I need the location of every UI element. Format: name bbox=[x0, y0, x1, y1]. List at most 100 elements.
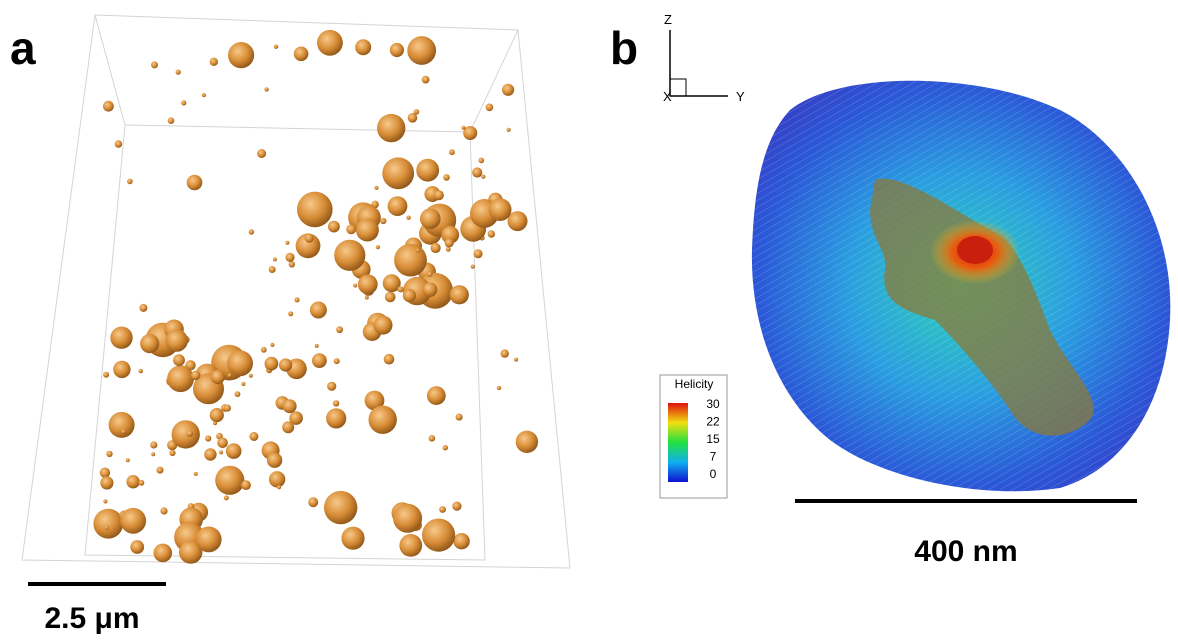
particle bbox=[201, 93, 206, 98]
particle bbox=[496, 385, 502, 391]
colorbar-title: Helicity bbox=[675, 377, 714, 391]
particle bbox=[209, 57, 218, 66]
particle bbox=[384, 291, 396, 303]
particle bbox=[241, 381, 246, 387]
colorbar: Helicity 30 22 15 7 0 bbox=[659, 374, 728, 499]
particle bbox=[514, 357, 519, 362]
axis-triad bbox=[669, 30, 728, 97]
particle bbox=[114, 140, 123, 148]
particle bbox=[153, 543, 173, 563]
particle bbox=[139, 303, 148, 312]
particle bbox=[473, 249, 483, 259]
particle bbox=[113, 360, 131, 379]
particle bbox=[371, 200, 379, 209]
particle bbox=[422, 282, 438, 297]
particle bbox=[156, 466, 164, 474]
particle bbox=[394, 243, 427, 277]
particle bbox=[223, 495, 229, 501]
particle bbox=[481, 174, 486, 179]
particle bbox=[402, 288, 416, 303]
particle bbox=[308, 497, 319, 508]
particle bbox=[110, 326, 133, 349]
particle bbox=[268, 266, 276, 273]
particle bbox=[272, 257, 277, 262]
particle bbox=[125, 458, 130, 463]
particle bbox=[289, 411, 303, 425]
particle bbox=[332, 400, 340, 407]
axis-label: X bbox=[663, 89, 672, 104]
particle bbox=[314, 343, 319, 348]
particle bbox=[103, 100, 114, 112]
particle bbox=[317, 29, 343, 56]
particle bbox=[151, 452, 156, 457]
particle bbox=[502, 83, 515, 96]
particle bbox=[426, 386, 446, 405]
particle bbox=[227, 373, 232, 378]
particle bbox=[377, 113, 406, 143]
panel-label: a bbox=[10, 22, 36, 74]
particle bbox=[433, 190, 444, 201]
particle bbox=[215, 465, 245, 495]
particle bbox=[515, 430, 539, 453]
particle bbox=[228, 42, 255, 69]
particle bbox=[285, 240, 290, 245]
panel-label: b bbox=[610, 22, 638, 74]
particle bbox=[333, 358, 340, 365]
particle bbox=[297, 191, 333, 228]
particle bbox=[127, 178, 133, 185]
particle bbox=[223, 404, 231, 412]
scale-label: 400 nm bbox=[914, 535, 1017, 568]
particle bbox=[173, 354, 185, 367]
particle bbox=[257, 149, 267, 158]
particle bbox=[171, 420, 200, 449]
particle bbox=[249, 432, 259, 441]
particle bbox=[209, 408, 224, 423]
particles bbox=[93, 29, 539, 564]
particle bbox=[293, 46, 309, 62]
particle bbox=[169, 449, 176, 457]
particle bbox=[282, 421, 295, 434]
particle bbox=[204, 448, 217, 461]
particle bbox=[449, 285, 469, 305]
particle bbox=[151, 61, 158, 69]
particle bbox=[277, 485, 282, 490]
particle bbox=[264, 356, 279, 371]
particle bbox=[138, 368, 143, 374]
particle bbox=[449, 149, 455, 156]
particle bbox=[421, 75, 430, 84]
particle bbox=[488, 198, 512, 222]
particle bbox=[121, 429, 126, 434]
particle bbox=[103, 371, 110, 378]
particle bbox=[452, 501, 462, 511]
particle bbox=[397, 286, 404, 293]
particle bbox=[453, 533, 470, 550]
particle bbox=[130, 540, 145, 554]
particle bbox=[355, 218, 379, 242]
particle bbox=[346, 224, 357, 235]
particle bbox=[427, 271, 433, 277]
particle bbox=[304, 233, 314, 243]
particle bbox=[430, 242, 441, 254]
particle bbox=[389, 42, 404, 58]
particle bbox=[374, 185, 379, 190]
colorbar-tick: 0 bbox=[710, 467, 717, 481]
particle bbox=[443, 174, 450, 181]
bounding-box bbox=[21, 14, 571, 569]
particle bbox=[120, 507, 147, 534]
particle bbox=[439, 506, 446, 513]
particle bbox=[399, 534, 423, 557]
particle bbox=[387, 196, 408, 217]
particle bbox=[140, 334, 160, 354]
particle bbox=[445, 246, 451, 252]
particle bbox=[373, 315, 393, 335]
particle bbox=[160, 507, 168, 515]
particle bbox=[190, 370, 201, 381]
particle bbox=[463, 126, 478, 140]
particle bbox=[444, 238, 454, 248]
particle bbox=[406, 215, 411, 220]
particle bbox=[326, 408, 347, 429]
particle bbox=[288, 261, 295, 268]
particle bbox=[99, 467, 111, 478]
